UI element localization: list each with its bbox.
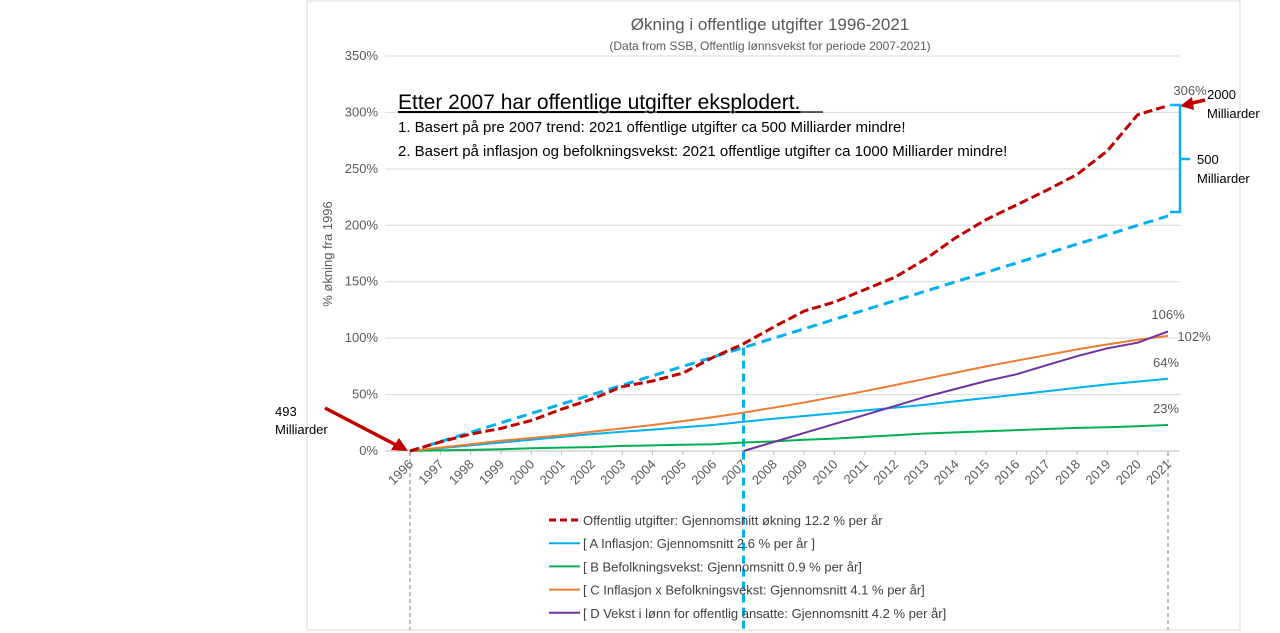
- legend-item: [ D Vekst i lønn for offentlig ansatte: …: [549, 606, 946, 621]
- y-tick-label: 0%: [359, 443, 378, 458]
- y-tick-label: 300%: [345, 104, 379, 119]
- legend-label: [ D Vekst i lønn for offentlig ansatte: …: [583, 606, 946, 621]
- y-tick-label: 100%: [345, 330, 379, 345]
- chart-frame: [306, 0, 1241, 631]
- label-493: 493: [275, 404, 297, 419]
- label-493-unit: Milliarder: [275, 422, 328, 437]
- y-tick-label: 200%: [345, 217, 379, 232]
- data-label-combined-end: 102%: [1177, 329, 1211, 344]
- label-500: 500: [1197, 152, 1219, 167]
- data-label-salary-end: 106%: [1151, 307, 1185, 322]
- chart-subtitle: (Data from SSB, Offentlig lønnsvekst for…: [609, 39, 930, 53]
- chart-title: Økning i offentlige utgifter 1996-2021: [631, 15, 910, 34]
- series-line-5: [409, 214, 1169, 453]
- legend-label: [ B Befolkningsvekst: Gjennomsnitt 0.9 %…: [583, 559, 862, 574]
- data-label-population-end: 23%: [1153, 401, 1179, 416]
- legend-label: [ A Inflasjon: Gjennomsnitt 2.6 % per år…: [583, 536, 815, 551]
- y-tick-label: 50%: [352, 387, 378, 402]
- y-tick-label: 150%: [345, 274, 379, 289]
- series-line-4: [743, 330, 1169, 452]
- y-tick-label: 350%: [345, 48, 379, 63]
- legend-label: [ C Inflasjon x Befolkningsvekst: Gjenno…: [583, 583, 925, 598]
- legend-item: [ C Inflasjon x Befolkningsvekst: Gjenno…: [549, 583, 925, 598]
- label-2000: 2000: [1207, 87, 1236, 102]
- series-line-2: [409, 424, 1169, 452]
- legend: Offentlig utgifter: Gjennomsnitt økning …: [549, 513, 946, 621]
- label-2000-unit: Milliarder: [1207, 106, 1260, 121]
- annotation-line-2: 2. Basert på inflasjon og befolkningsvek…: [398, 143, 1007, 160]
- arrow-to-1996-head: [391, 438, 408, 451]
- series-line-1: [409, 377, 1169, 452]
- data-label-inflation-end: 64%: [1153, 355, 1179, 370]
- legend-label: Offentlig utgifter: Gjennomsnitt økning …: [583, 513, 883, 528]
- arrow-to-2000-head: [1180, 97, 1194, 110]
- series-group: [409, 104, 1169, 453]
- annotation-line-1: 1. Basert på pre 2007 trend: 2021 offent…: [398, 119, 906, 136]
- series-line-3: [409, 334, 1169, 452]
- legend-item: [ A Inflasjon: Gjennomsnitt 2.6 % per år…: [549, 536, 815, 551]
- y-axis-label: % økning fra 1996: [320, 201, 335, 307]
- arrow-to-1996-line: [324, 406, 399, 448]
- y-axis-tick-labels: 0% 50% 100% 150% 200% 250% 300% 350%: [345, 48, 379, 458]
- annotation-headline: Etter 2007 har offentlige utgifter ekspl…: [398, 91, 800, 114]
- data-label-expenses-end: 306%: [1173, 83, 1207, 98]
- series-line-0: [409, 104, 1169, 453]
- label-500-unit: Milliarder: [1197, 171, 1250, 186]
- legend-item: Offentlig utgifter: Gjennomsnitt økning …: [549, 513, 883, 528]
- y-tick-label: 250%: [345, 161, 379, 176]
- legend-item: [ B Befolkningsvekst: Gjennomsnitt 0.9 %…: [549, 559, 862, 574]
